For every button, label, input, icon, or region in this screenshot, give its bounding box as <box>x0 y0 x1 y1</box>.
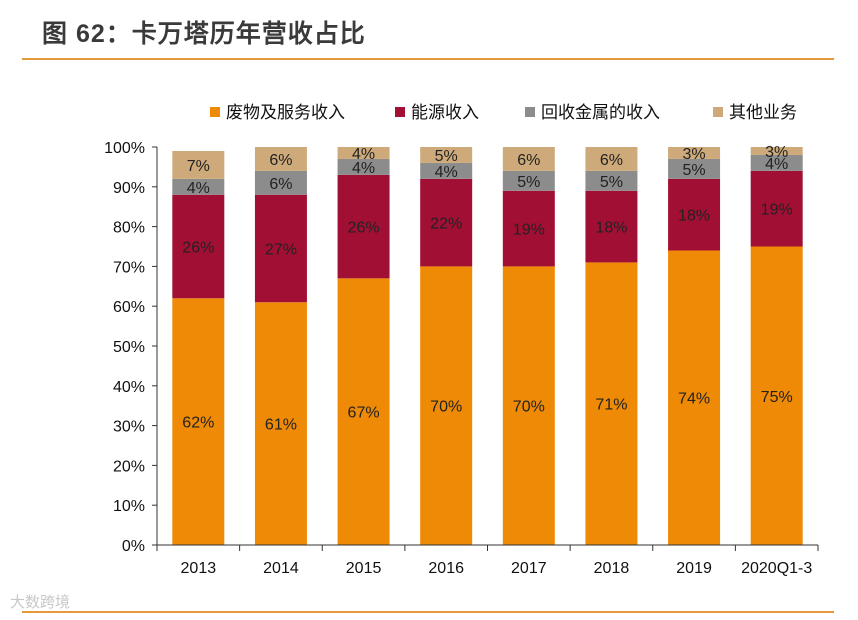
legend-swatch <box>210 107 220 117</box>
legend-label: 废物及服务收入 <box>226 103 345 122</box>
y-tick-label: 100% <box>104 140 145 157</box>
bar-segment <box>502 266 555 545</box>
x-tick-label: 2018 <box>594 560 630 577</box>
bar-segment <box>750 246 803 545</box>
data-label: 75% <box>761 389 793 406</box>
x-tick-label: 2017 <box>511 560 547 577</box>
y-tick-label: 40% <box>113 379 145 396</box>
x-tick-label: 2013 <box>181 560 217 577</box>
legend-swatch <box>713 107 723 117</box>
data-label: 6% <box>269 152 292 169</box>
bar-segment <box>337 158 390 175</box>
data-label: 70% <box>430 399 462 416</box>
data-label: 61% <box>265 417 297 434</box>
bar-segment <box>172 150 225 179</box>
bar-segment <box>254 170 307 195</box>
data-label: 67% <box>348 405 380 422</box>
bar-segment <box>420 178 473 267</box>
data-label: 5% <box>435 148 458 165</box>
data-label: 26% <box>182 240 214 257</box>
data-label: 27% <box>265 241 297 258</box>
bar-segment <box>750 154 803 171</box>
data-label: 4% <box>765 156 788 173</box>
data-label: 4% <box>352 160 375 177</box>
data-label: 22% <box>430 216 462 233</box>
chart-bars: 62%26%4%7%61%27%6%6%67%26%4%4%70%22%4%5%… <box>172 144 803 546</box>
x-tick-label: 2019 <box>676 560 712 577</box>
bar-segment <box>337 278 390 545</box>
footer-divider <box>22 611 834 613</box>
bar-segment <box>668 178 721 251</box>
title-divider <box>22 58 834 60</box>
data-label: 4% <box>352 146 375 163</box>
y-tick-label: 20% <box>113 458 145 475</box>
bar-segment <box>172 194 225 299</box>
y-tick-label: 30% <box>113 419 145 436</box>
y-tick-label: 60% <box>113 299 145 316</box>
bar-segment <box>585 170 638 191</box>
data-label: 4% <box>435 164 458 181</box>
data-label: 5% <box>600 174 623 191</box>
bar-segment <box>585 147 638 171</box>
data-label: 3% <box>765 144 788 161</box>
y-tick-label: 50% <box>113 339 145 356</box>
x-tick-label: 2015 <box>346 560 382 577</box>
data-label: 19% <box>513 222 545 239</box>
bar-segment <box>254 194 307 303</box>
data-label: 71% <box>595 397 627 414</box>
x-tick-label: 2020Q1-3 <box>741 560 812 577</box>
data-label: 19% <box>761 202 793 219</box>
bar-segment <box>668 250 721 546</box>
bar-segment <box>254 302 307 545</box>
data-label: 4% <box>187 180 210 197</box>
data-label: 5% <box>683 162 706 179</box>
bar-segment <box>750 170 803 247</box>
legend-swatch <box>395 107 405 117</box>
figure-title: 图 62：卡万塔历年营收占比 <box>42 20 366 48</box>
chart-legend: 废物及服务收入 能源收入 回收金属的收入 其他业务 <box>210 103 797 122</box>
bar-segment <box>172 178 225 195</box>
data-label: 6% <box>269 176 292 193</box>
data-label: 6% <box>517 152 540 169</box>
x-tick-label: 2014 <box>263 560 299 577</box>
data-label: 62% <box>182 415 214 432</box>
data-label: 3% <box>683 146 706 163</box>
y-tick-label: 70% <box>113 259 145 276</box>
x-tick-label: 2016 <box>428 560 464 577</box>
bar-segment <box>750 147 803 155</box>
legend-label: 其他业务 <box>729 103 797 122</box>
legend-swatch <box>525 107 535 117</box>
y-tick-label: 80% <box>113 220 145 237</box>
y-tick-label: 90% <box>113 180 145 197</box>
bar-segment <box>585 190 638 263</box>
bar-segment <box>172 298 225 545</box>
y-tick-label: 0% <box>122 538 145 555</box>
data-label: 74% <box>678 391 710 408</box>
bar-segment <box>668 147 721 159</box>
legend-label: 能源收入 <box>411 103 479 122</box>
data-label: 18% <box>678 208 710 225</box>
bar-segment <box>337 147 390 159</box>
chart-axes: 0% 10% 20% 30% 40% 50% 60% 70% 80% 90% 100% 2013 201… <box>104 140 819 577</box>
data-label: 26% <box>348 220 380 237</box>
bar-segment <box>254 147 307 171</box>
bar-segment <box>420 162 473 179</box>
data-label: 7% <box>187 158 210 175</box>
bar-segment <box>668 158 721 179</box>
bar-segment <box>420 147 473 163</box>
data-label: 6% <box>600 152 623 169</box>
bar-segment <box>502 190 555 267</box>
bar-segment <box>502 170 555 191</box>
data-label: 70% <box>513 399 545 416</box>
bar-segment <box>420 266 473 545</box>
watermark: 大数跨境 <box>10 594 71 611</box>
data-label: 5% <box>517 174 540 191</box>
data-label: 18% <box>595 220 627 237</box>
bar-segment <box>337 174 390 279</box>
bar-segment <box>502 147 555 171</box>
y-tick-label: 10% <box>113 498 145 515</box>
bar-segment <box>585 262 638 545</box>
legend-label: 回收金属的收入 <box>541 103 660 122</box>
